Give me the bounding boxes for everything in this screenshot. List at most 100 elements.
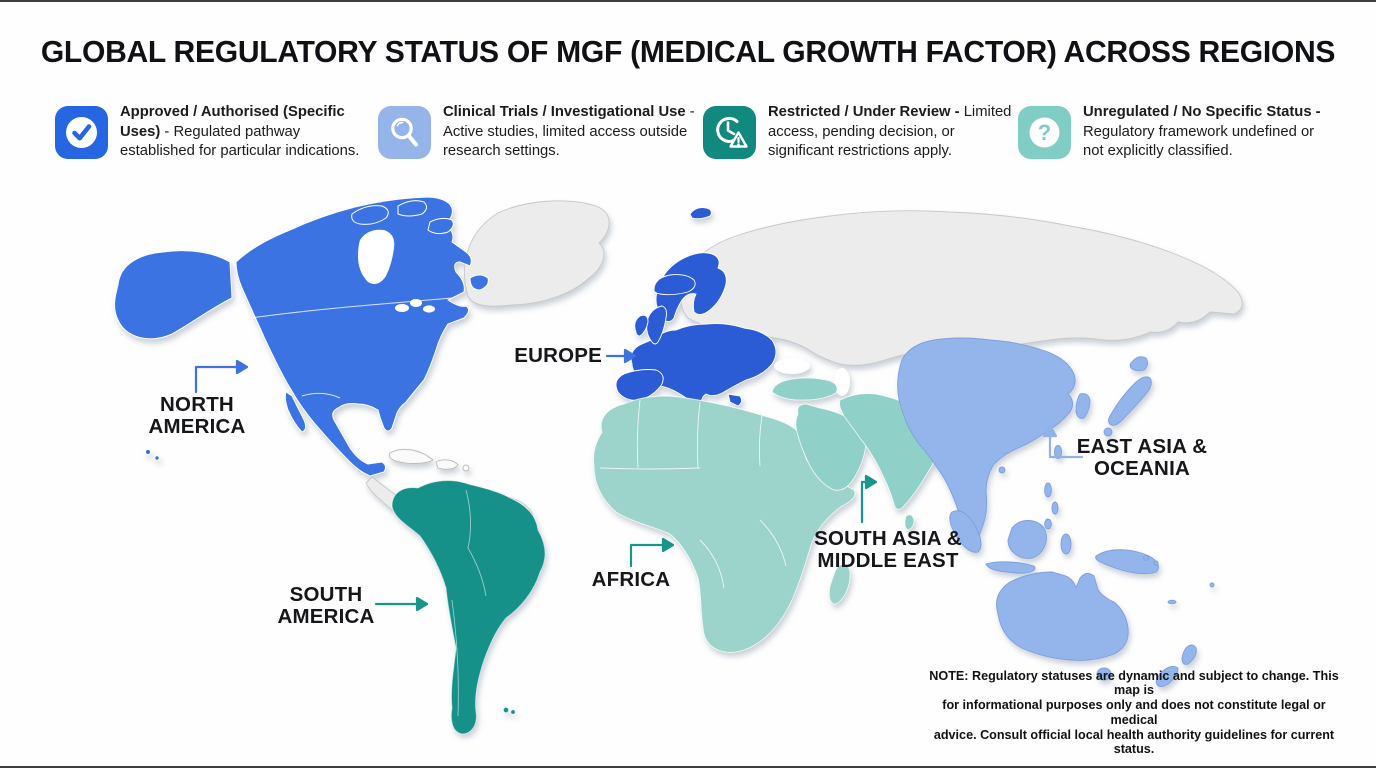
legend-desc: - Active studies, limited access outside… <box>443 104 695 160</box>
south-asia-leader <box>860 474 878 524</box>
region-north-america <box>114 196 489 477</box>
legend-text: Approved / Authorised (Specific Uses) - … <box>120 103 373 162</box>
label-north-america: NORTH AMERICA <box>148 393 246 439</box>
sulawesi <box>1060 533 1072 555</box>
page-title: GLOBAL REGULATORY STATUS OF MGF (MEDICAL… <box>40 34 1336 69</box>
leader-path <box>194 365 240 394</box>
sri-lanka <box>904 514 915 531</box>
sumatra <box>949 510 982 553</box>
china-indochina <box>897 337 1076 548</box>
inland-seas <box>774 358 850 396</box>
arrowhead <box>415 596 429 612</box>
arrowhead <box>235 359 249 375</box>
alaska <box>114 250 233 340</box>
philippines <box>1044 518 1052 530</box>
hawaii <box>144 448 152 456</box>
caribbean-islands <box>388 448 470 472</box>
russia-central-asia <box>681 210 1243 366</box>
region-south-america <box>391 480 546 735</box>
baja-california <box>284 391 307 433</box>
puerto-rico <box>462 464 470 472</box>
great-lake <box>395 304 409 312</box>
us-canada-border <box>249 297 453 319</box>
country-border <box>699 539 725 589</box>
label-europe: EUROPE <box>514 344 602 367</box>
label-south-asia: SOUTH ASIA & MIDDLE EAST <box>814 527 962 573</box>
legend-item-restricted: Restricted / Under Review - Limited acce… <box>703 103 1021 162</box>
arctic-island <box>397 200 428 217</box>
arrowhead <box>1042 424 1058 438</box>
magnifier-icon <box>378 106 431 159</box>
region-east-asia-oceania <box>897 337 1215 687</box>
country-border <box>759 519 787 567</box>
legend-title: Restricted / Under Review - <box>768 104 960 120</box>
east-asia-leader <box>1042 424 1084 459</box>
caspian-sea <box>834 368 850 396</box>
philippines <box>1044 482 1052 498</box>
java <box>985 561 1036 574</box>
south-america-mainland <box>391 480 546 735</box>
region-europe <box>615 207 777 420</box>
legend-title: Unregulated / No Specific Status - <box>1083 104 1321 120</box>
legend: Approved / Authorised (Specific Uses) - … <box>0 103 1376 173</box>
iceland <box>653 274 696 296</box>
greece <box>727 393 743 407</box>
north-america-leader <box>194 359 249 394</box>
question-glyph: ? <box>1038 120 1051 145</box>
note-line: NOTE: Regulatory statuses are dynamic an… <box>929 668 1339 698</box>
new-zealand-south <box>1155 665 1179 687</box>
hainan <box>998 466 1006 474</box>
region-africa <box>593 395 856 653</box>
legend-item-approved: Approved / Authorised (Specific Uses) - … <box>55 103 373 162</box>
arrowhead <box>864 474 878 490</box>
new-caledonia <box>1167 599 1177 605</box>
arrowhead <box>661 537 675 553</box>
turkey <box>771 377 838 401</box>
taiwan <box>1053 445 1063 459</box>
leader-lines <box>194 348 1084 612</box>
leader-path <box>629 543 666 568</box>
pacific-island <box>1143 555 1149 561</box>
madagascar <box>828 563 851 605</box>
africa-leader <box>629 537 675 568</box>
label-east-asia: EAST ASIA & OCEANIA <box>1076 435 1208 481</box>
north-america-lakes <box>358 229 435 313</box>
fiji <box>1209 582 1215 588</box>
south-america-leader <box>374 596 429 612</box>
great-lake <box>410 299 422 307</box>
new-guinea <box>1095 549 1159 575</box>
korea <box>1075 393 1091 419</box>
question-icon: ? <box>1018 106 1071 159</box>
australia <box>996 571 1129 661</box>
legend-item-unregulated: ? Unregulated / No Specific Status - Reg… <box>1018 103 1336 162</box>
disclaimer-note: NOTE: Regulatory statuses are dynamic an… <box>918 669 1350 757</box>
falkland-island <box>510 709 516 715</box>
legend-desc: - Regulated pathway established for part… <box>120 123 360 160</box>
africa-mainland <box>593 395 856 653</box>
arctic-island <box>351 205 389 225</box>
arrowhead <box>623 348 637 364</box>
japan-honshu <box>1108 376 1152 426</box>
arabian-peninsula <box>795 403 867 491</box>
greenland <box>464 200 610 307</box>
country-border <box>599 467 701 470</box>
legend-text: Clinical Trials / Investigational Use - … <box>443 103 696 162</box>
legend-text: Restricted / Under Review - Limited acce… <box>768 103 1021 162</box>
great-lake <box>423 305 435 313</box>
label-africa: AFRICA <box>591 568 671 591</box>
japan-kyushu <box>1103 427 1113 437</box>
country-border <box>465 489 487 597</box>
svalbard <box>689 207 712 220</box>
cuba <box>388 448 434 464</box>
new-zealand-north <box>1181 644 1197 665</box>
bottom-border-line <box>0 766 1376 768</box>
north-america-mainland <box>235 196 472 477</box>
us-mexico-border <box>301 392 341 399</box>
country-border <box>636 399 641 469</box>
legend-title: Clinical Trials / Investigational Use <box>443 104 686 120</box>
clock-warning-icon <box>703 106 756 159</box>
hawaii <box>154 455 160 461</box>
leader-path <box>1048 433 1084 459</box>
